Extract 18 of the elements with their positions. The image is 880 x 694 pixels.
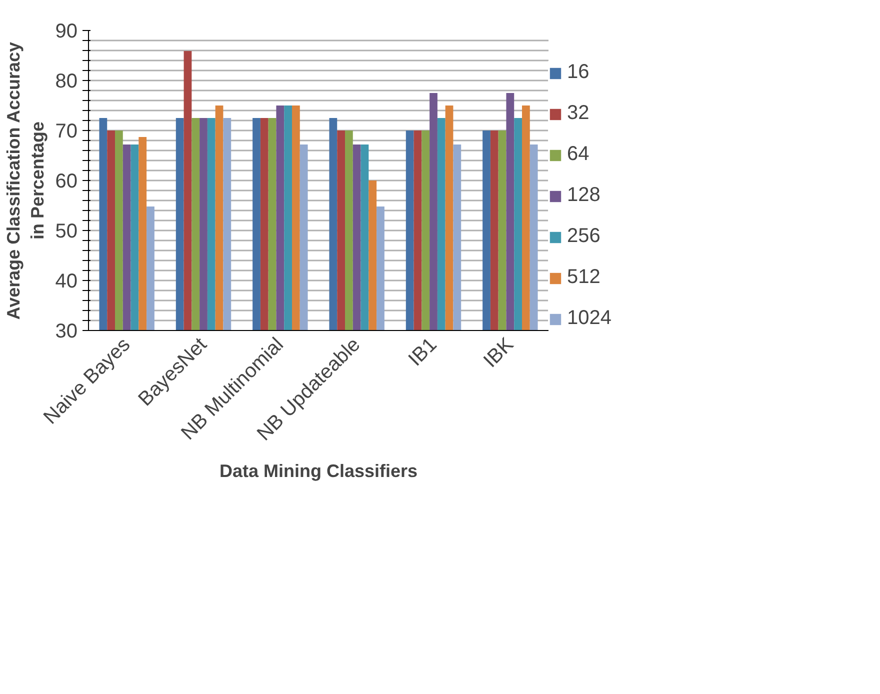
x-tick-label: IBK [480, 333, 518, 372]
legend-label: 16 [567, 61, 590, 84]
y-axis-title: Average Classification Accuracy in Percentage [3, 42, 48, 320]
y-tick-label: 50 [55, 220, 78, 242]
x-axis-title: Data Mining Classifiers [219, 460, 418, 481]
x-tick-label: IB1 [404, 334, 442, 371]
legend-label: 1024 [567, 307, 612, 330]
y-tick-label: 60 [55, 170, 78, 192]
legend-label: 64 [567, 143, 590, 166]
y-tick-label: 70 [55, 120, 78, 142]
y-tick-label: 90 [55, 20, 78, 42]
legend-label: 128 [567, 184, 600, 207]
y-tick-label: 80 [55, 70, 78, 92]
legend-label: 32 [567, 102, 590, 125]
y-tick-label: 30 [55, 320, 78, 342]
legend-label: 256 [567, 225, 600, 248]
legend-label: 512 [567, 266, 600, 289]
y-tick-label: 40 [55, 270, 78, 292]
